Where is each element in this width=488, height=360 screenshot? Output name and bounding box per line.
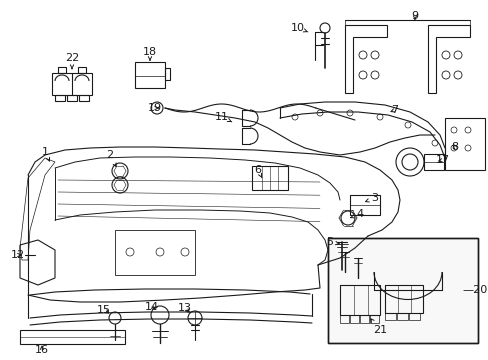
Bar bbox=[339, 315, 348, 323]
Bar bbox=[384, 313, 395, 320]
Bar bbox=[359, 315, 368, 323]
Text: 8: 8 bbox=[450, 142, 458, 152]
Bar bbox=[369, 315, 378, 323]
Text: 4: 4 bbox=[350, 209, 363, 219]
Text: 11: 11 bbox=[215, 112, 231, 122]
Text: 14: 14 bbox=[144, 302, 159, 312]
Text: 5: 5 bbox=[326, 237, 339, 247]
Text: 10: 10 bbox=[290, 23, 307, 33]
Bar bbox=[444, 118, 484, 170]
Text: 7: 7 bbox=[390, 105, 398, 115]
Text: 13: 13 bbox=[178, 303, 192, 313]
Text: 1: 1 bbox=[41, 147, 49, 161]
Bar bbox=[164, 68, 170, 80]
Bar bbox=[384, 285, 422, 313]
Text: 21: 21 bbox=[370, 319, 386, 335]
Bar bbox=[135, 62, 164, 88]
Bar bbox=[327, 238, 477, 343]
Text: 17: 17 bbox=[435, 155, 449, 165]
Bar bbox=[58, 67, 66, 73]
Text: 15: 15 bbox=[97, 305, 111, 315]
Bar bbox=[339, 285, 379, 315]
Bar bbox=[408, 313, 419, 320]
Bar bbox=[349, 315, 358, 323]
Bar bbox=[52, 73, 92, 95]
Text: 18: 18 bbox=[142, 47, 157, 60]
Bar bbox=[327, 238, 477, 343]
Bar bbox=[78, 67, 86, 73]
Bar bbox=[20, 330, 125, 344]
Bar bbox=[396, 313, 407, 320]
Text: 22: 22 bbox=[65, 53, 79, 69]
Bar bbox=[115, 230, 195, 275]
Text: 2: 2 bbox=[106, 150, 116, 167]
Bar bbox=[251, 166, 287, 190]
Bar bbox=[79, 95, 89, 101]
Text: 3: 3 bbox=[365, 193, 378, 203]
Bar bbox=[423, 154, 443, 170]
Text: 16: 16 bbox=[35, 345, 49, 355]
Text: 6: 6 bbox=[254, 165, 262, 178]
Bar bbox=[55, 95, 65, 101]
Text: 19: 19 bbox=[148, 103, 162, 113]
Bar bbox=[349, 195, 379, 215]
Text: 12: 12 bbox=[11, 250, 25, 260]
Text: 9: 9 bbox=[410, 11, 418, 21]
Bar bbox=[67, 95, 77, 101]
Text: —20: —20 bbox=[461, 285, 486, 295]
